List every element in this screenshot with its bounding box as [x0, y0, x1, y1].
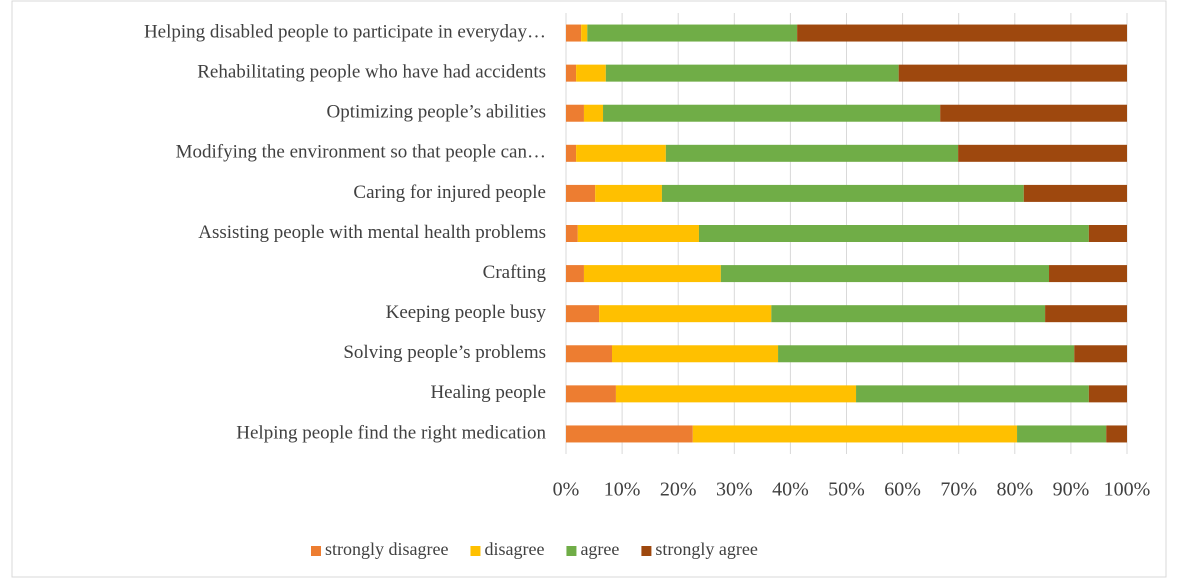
bar-segment — [898, 64, 1127, 82]
bar-segment — [1049, 265, 1127, 283]
x-tick-label: 40% — [772, 479, 809, 501]
bar-segment — [958, 144, 1127, 162]
x-tick-label: 50% — [828, 479, 865, 501]
legend-swatch — [311, 546, 321, 556]
bar-segment — [576, 64, 606, 82]
legend-label: disagree — [484, 539, 544, 559]
x-tick-label: 100% — [1104, 479, 1151, 501]
bar-segment — [566, 385, 616, 403]
legend-swatch — [470, 546, 481, 556]
bar-segment — [615, 385, 857, 403]
bar-segment — [566, 184, 596, 202]
legend-label: strongly agree — [655, 539, 757, 559]
bar-segment — [661, 184, 1024, 202]
bar-segment — [566, 144, 577, 162]
bar-segment — [577, 225, 699, 242]
y-tick-label: Keeping people busy — [386, 302, 547, 323]
bar-segment — [583, 104, 604, 122]
bar-segment — [566, 225, 578, 242]
bar-segment — [1017, 425, 1107, 443]
x-tick-label: 70% — [940, 479, 977, 501]
bar-segment — [576, 144, 666, 162]
bar-segment — [797, 24, 1127, 42]
bar-segment — [1045, 305, 1127, 323]
bar-segment — [692, 425, 1018, 443]
chart-frame — [11, 0, 1167, 578]
bar-segment — [720, 265, 1050, 283]
bar-segment — [1074, 345, 1127, 363]
bar-segment — [1088, 225, 1127, 242]
x-tick-label: 0% — [553, 479, 580, 501]
x-tick-label: 90% — [1053, 479, 1090, 501]
bar-segment — [581, 24, 588, 42]
bar-segment — [1023, 184, 1127, 202]
bar-segment — [856, 385, 1089, 403]
y-tick-label: Helping disabled people to participate i… — [144, 21, 546, 42]
bar-segment — [595, 184, 662, 202]
bar-segment — [605, 64, 899, 82]
bar-segment — [603, 104, 941, 122]
x-tick-label: 10% — [604, 479, 641, 501]
bar-segment — [566, 265, 584, 283]
bar-segment — [566, 24, 582, 42]
legend-swatch — [566, 546, 577, 556]
bar-segment — [599, 305, 772, 323]
y-tick-label: Healing people — [430, 382, 546, 403]
x-tick-label: 80% — [996, 479, 1033, 501]
y-tick-label: Optimizing people’s abilities — [326, 102, 546, 123]
legend-label: strongly disagree — [325, 539, 448, 559]
bar-segment — [698, 225, 1089, 242]
y-tick-label: Caring for injured people — [353, 182, 546, 203]
bar-segment — [778, 345, 1075, 363]
y-tick-label: Modifying the environment so that people… — [176, 142, 546, 163]
bar-segment — [771, 305, 1046, 323]
y-tick-label: Crafting — [483, 262, 547, 283]
legend-label: agree — [580, 539, 619, 559]
bar-segment — [1088, 385, 1127, 403]
bar-segment — [1106, 425, 1127, 443]
y-tick-label: Solving people’s problems — [343, 342, 546, 363]
y-tick-label: Rehabilitating people who have had accid… — [197, 61, 546, 82]
bar-segment — [587, 24, 798, 42]
y-tick-label: Assisting people with mental health prob… — [198, 222, 546, 243]
bar-segment — [566, 345, 613, 363]
bar-segment — [566, 64, 577, 82]
bar-segment — [940, 104, 1127, 122]
bar-segment — [665, 144, 959, 162]
x-tick-label: 60% — [884, 479, 921, 501]
legend-swatch — [641, 546, 652, 556]
x-tick-label: 20% — [660, 479, 697, 501]
bar-segment — [566, 425, 693, 443]
bar-segment — [583, 265, 721, 283]
bar-segment — [566, 305, 600, 323]
bar-segment — [612, 345, 779, 363]
y-tick-label: Helping people find the right medication — [236, 422, 546, 443]
bar-segment — [566, 104, 584, 122]
x-tick-label: 30% — [716, 479, 753, 501]
